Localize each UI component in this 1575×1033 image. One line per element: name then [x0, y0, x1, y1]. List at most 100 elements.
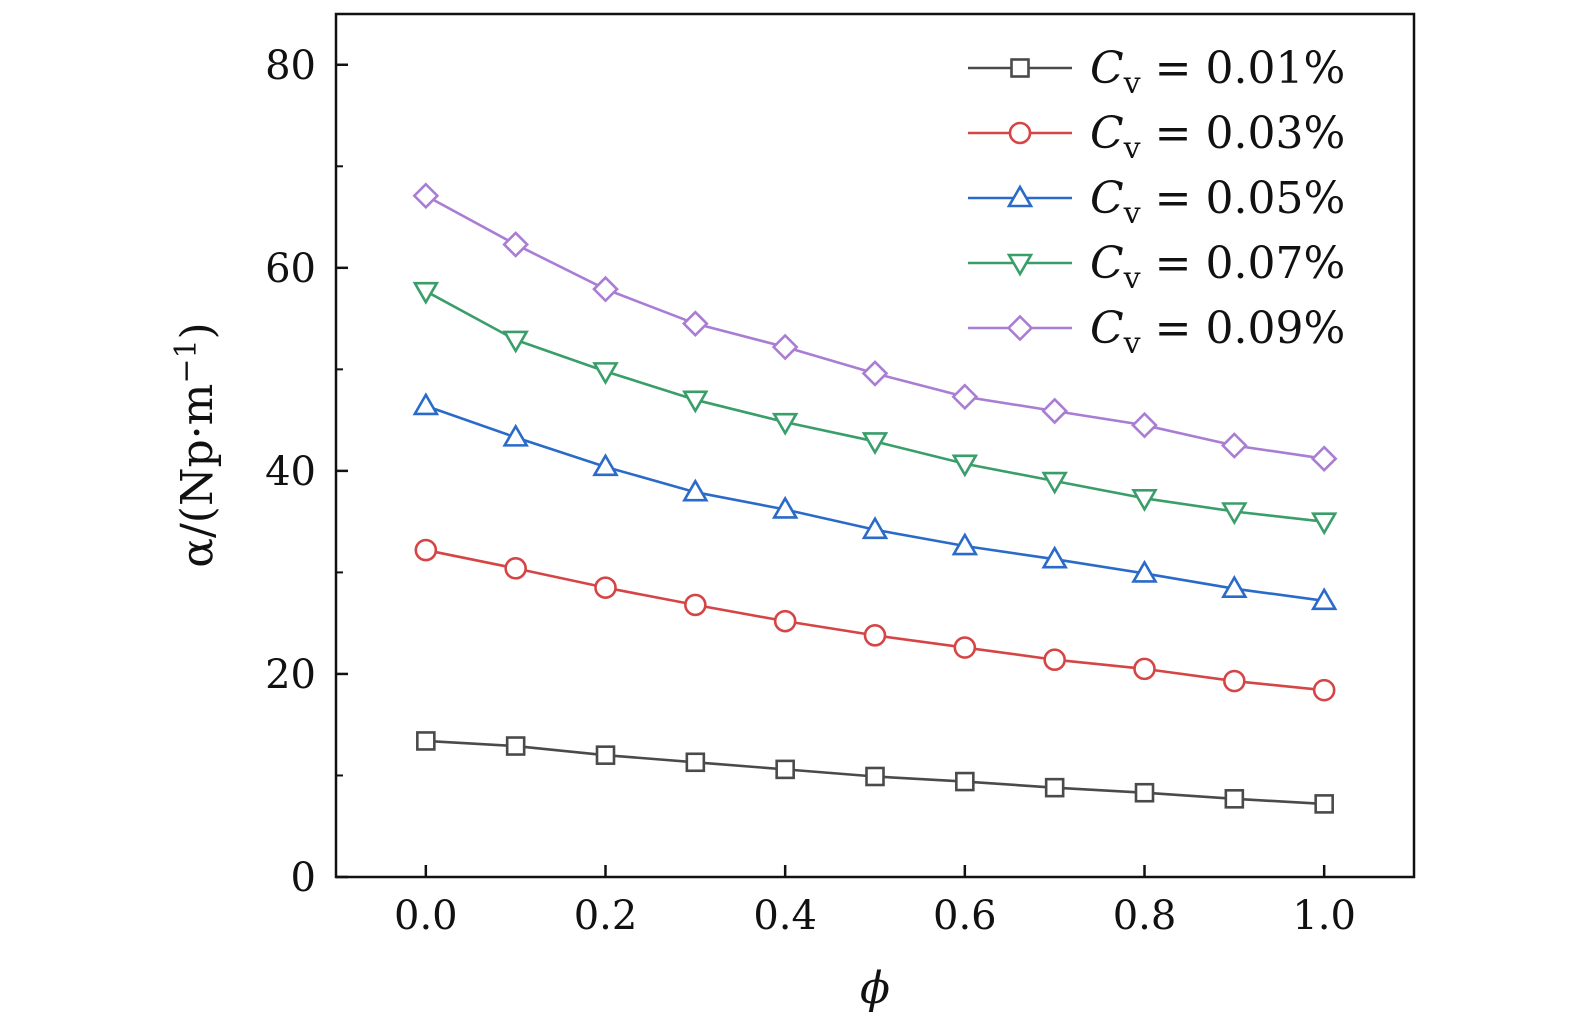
legend-entry: Cv = 0.03%: [968, 108, 1345, 166]
data-point-circle: [773, 609, 797, 633]
data-point-square: [505, 736, 526, 756]
data-point-diamond: [771, 333, 799, 361]
legend-sub: v: [1123, 261, 1141, 296]
data-point-square: [595, 745, 616, 765]
x-tick-label: 0.6: [933, 893, 997, 939]
legend-value: 0.07%: [1205, 238, 1345, 289]
y-axis-title-sup: −1: [169, 339, 204, 383]
data-point-square: [685, 752, 706, 773]
data-point-circle: [414, 538, 438, 562]
data-point-circle: [594, 576, 617, 599]
x-tick-label: 0.2: [574, 893, 638, 939]
data-point-square: [1224, 789, 1245, 809]
data-point-circle: [684, 593, 707, 617]
legend-eq: =: [1141, 238, 1206, 289]
data-point-circle: [504, 557, 527, 580]
series-layer: [412, 182, 1338, 814]
data-point-triangle-up: [1131, 559, 1158, 583]
legend-label: Cv = 0.09%: [1090, 303, 1345, 361]
data-point-square: [775, 759, 795, 780]
legend-entry: Cv = 0.01%: [968, 43, 1345, 101]
legend-eq: =: [1141, 303, 1206, 354]
x-axis-title: ϕ: [860, 963, 890, 1014]
series-1: [414, 538, 1336, 702]
legend-var: C: [1090, 173, 1124, 224]
legend-label: Cv = 0.07%: [1090, 238, 1345, 296]
data-point-diamond: [1041, 397, 1069, 425]
legend-label: Cv = 0.01%: [1090, 43, 1345, 101]
legend-value: 0.05%: [1205, 173, 1345, 224]
x-tick-label: 0.0: [394, 893, 458, 939]
data-point-diamond: [592, 275, 619, 303]
y-tick-label: 0: [291, 855, 316, 901]
legend-var: C: [1090, 238, 1124, 289]
data-point-diamond: [681, 310, 709, 338]
legend-eq: =: [1141, 173, 1206, 224]
data-point-diamond: [1006, 314, 1034, 342]
data-point-diamond: [951, 383, 979, 411]
y-minor-ticks: [336, 165, 343, 777]
data-point-triangle-down: [1006, 253, 1034, 277]
data-point-triangle-down: [1041, 471, 1068, 495]
x-tick-label: 1.0: [1292, 893, 1356, 939]
legend-label: Cv = 0.05%: [1090, 173, 1345, 231]
data-point-triangle-up: [1041, 545, 1068, 569]
data-point-triangle-down: [682, 390, 709, 414]
data-point-diamond: [1220, 432, 1248, 459]
series-3: [412, 281, 1338, 536]
legend-sub: v: [1123, 66, 1141, 101]
data-point-square: [1010, 58, 1030, 78]
data-point-circle: [863, 624, 887, 647]
data-point-square: [865, 766, 885, 787]
legend-value: 0.01%: [1205, 43, 1345, 94]
data-point-triangle-down: [592, 362, 619, 385]
data-point-triangle-up: [951, 532, 979, 556]
y-tick-label: 60: [265, 246, 316, 292]
series-4: [412, 182, 1338, 473]
y-tick-label: 20: [265, 652, 316, 698]
data-point-triangle-up: [861, 516, 889, 540]
data-point-square: [955, 771, 975, 792]
data-point-square: [1134, 782, 1155, 803]
data-point-triangle-up: [682, 478, 709, 502]
y-tick-label: 40: [265, 449, 316, 495]
data-point-circle: [953, 636, 977, 659]
legend-value: 0.03%: [1205, 108, 1345, 159]
data-point-circle: [1043, 648, 1066, 672]
data-point-square: [1044, 777, 1065, 798]
legend-var: C: [1090, 108, 1124, 159]
data-point-diamond: [412, 182, 440, 210]
x-tick-label: 0.8: [1113, 893, 1177, 939]
data-point-circle: [1312, 678, 1336, 702]
x-tick-label: 0.4: [753, 893, 817, 939]
data-point-circle: [1223, 669, 1246, 693]
data-point-triangle-up: [592, 453, 619, 477]
legend-value: 0.09%: [1205, 303, 1345, 354]
plot-frame: [334, 12, 1416, 879]
series-2: [412, 392, 1338, 611]
data-point-circle: [1008, 121, 1032, 145]
legend-entry: Cv = 0.07%: [968, 238, 1345, 296]
data-point-diamond: [861, 360, 889, 387]
y-axis-title: α/(Np·m−1): [169, 322, 223, 567]
data-point-triangle-down: [1310, 512, 1338, 536]
legend-entry: Cv = 0.05%: [968, 173, 1345, 231]
data-point-triangle-up: [771, 495, 799, 519]
data-point-triangle-down: [771, 412, 799, 436]
legend-sub: v: [1123, 131, 1141, 166]
legend-eq: =: [1141, 108, 1206, 159]
series-line: [425, 548, 1325, 692]
legend-var: C: [1090, 43, 1124, 94]
data-point-square: [1314, 794, 1334, 814]
data-point-circle: [1133, 657, 1156, 681]
data-point-square: [416, 731, 436, 751]
data-point-triangle-down: [502, 330, 529, 354]
legend-sub: v: [1123, 196, 1141, 231]
legend-eq: =: [1141, 43, 1206, 94]
data-point-triangle-down: [861, 432, 889, 456]
legend-sub: v: [1123, 326, 1141, 361]
legend: Cv = 0.01%Cv = 0.03%Cv = 0.05%Cv = 0.07%…: [968, 43, 1345, 361]
y-axis-title-main: α/(Np·m: [172, 384, 223, 568]
y-tick-label: 80: [265, 43, 316, 89]
